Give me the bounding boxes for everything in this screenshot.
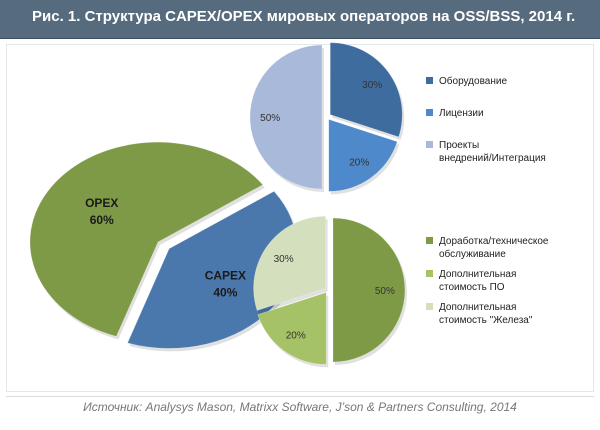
pie-slice-3-1 (332, 217, 406, 363)
pie-slice-2-3 (249, 44, 323, 190)
legend-swatch (426, 77, 433, 84)
legend-label: Дополнительная стоимость "Железа" (439, 302, 533, 326)
data-label: 30% (362, 80, 382, 91)
data-label: 30% (274, 254, 294, 265)
title-bar: Рис. 1. Структура CAPEX/OPEX мировых опе… (0, 0, 600, 39)
pie-slice-name: CAPEX (205, 269, 246, 283)
pie-slice-3-3 (253, 215, 326, 311)
data-label: 50% (375, 286, 395, 297)
legend-label: Проекты внедрений/Интеграция (439, 140, 546, 164)
pie-slice-2-2 (328, 119, 398, 192)
chart-title: Рис. 1. Структура CAPEX/OPEX мировых опе… (32, 8, 576, 25)
legend-swatch (426, 270, 433, 277)
data-label: 20% (286, 330, 306, 341)
pie-slice-2-1 (329, 42, 403, 138)
chart-frame (6, 44, 594, 392)
source-note: Источник: Analysys Mason, Matrixx Softwa… (83, 400, 517, 414)
data-label: 40% (213, 286, 237, 300)
pie-slice-1-1 (127, 190, 298, 349)
pie-slice-name: OPEX (85, 196, 118, 210)
data-label: 20% (349, 157, 369, 168)
legend-swatch (426, 237, 433, 244)
pie-slice-1-2 (29, 141, 264, 337)
data-label: 50% (260, 113, 280, 124)
pie-slice-3-2 (257, 292, 327, 365)
legend-label: Дополнительная стоимость ПО (439, 269, 516, 293)
data-label: 60% (90, 213, 114, 227)
footer-divider (6, 396, 594, 397)
legend-label: Оборудование (439, 75, 507, 87)
legend-label: Доработка/техническое обслуживание (439, 235, 549, 260)
legend-swatch (426, 141, 433, 148)
legend-swatch (426, 303, 433, 310)
legend-label: Лицензии (439, 108, 484, 119)
legend-swatch (426, 109, 433, 116)
